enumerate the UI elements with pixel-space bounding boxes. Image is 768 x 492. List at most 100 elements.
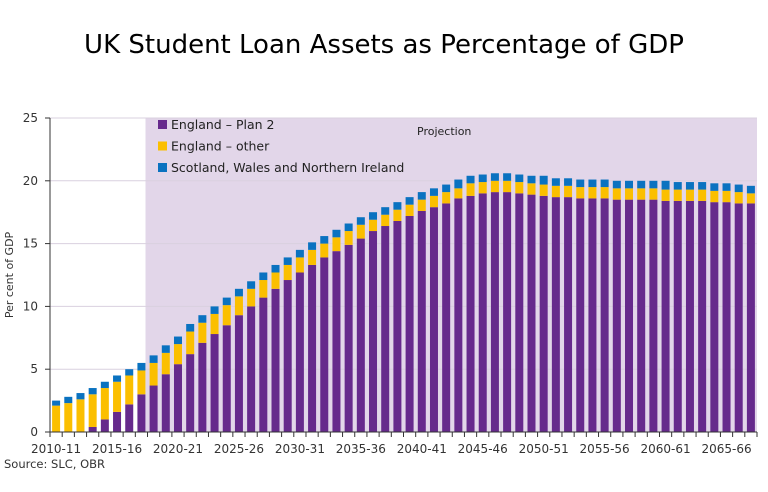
- source-note: Source: SLC, OBR: [4, 457, 105, 471]
- bar-segment-other: [222, 305, 231, 326]
- bar-segment-other: [113, 381, 122, 412]
- bar-segment-swni: [576, 179, 585, 188]
- bar-segment-swni: [405, 197, 414, 205]
- bar-segment-plan2: [637, 199, 646, 432]
- bar-segment-plan2: [746, 203, 755, 432]
- bar-segment-plan2: [234, 315, 243, 432]
- bar-segment-plan2: [673, 200, 682, 432]
- bar-segment-plan2: [137, 394, 146, 432]
- bar-segment-swni: [661, 180, 670, 190]
- y-tick-label: 10: [23, 299, 38, 313]
- bar-segment-plan2: [722, 202, 731, 432]
- bar-segment-other: [417, 199, 426, 211]
- bar-segment-swni: [100, 381, 109, 389]
- bar-segment-other: [308, 249, 317, 265]
- bar-segment-plan2: [113, 411, 122, 432]
- bar-segment-plan2: [539, 195, 548, 432]
- bar-segment-other: [247, 288, 256, 307]
- bar-segment-swni: [466, 175, 475, 184]
- legend-label: England – Plan 2: [171, 117, 274, 132]
- bar-segment-other: [271, 272, 280, 289]
- bar-segment-swni: [344, 223, 353, 232]
- bar-segment-other: [649, 188, 658, 200]
- bar-segment-swni: [295, 249, 304, 258]
- bar-segment-swni: [649, 180, 658, 189]
- bar-segment-other: [210, 313, 219, 335]
- bar-segment-other: [612, 188, 621, 200]
- bar-segment-swni: [161, 345, 170, 353]
- bar-segment-plan2: [564, 197, 573, 432]
- bar-segment-swni: [588, 179, 597, 188]
- bar-segment-swni: [259, 272, 268, 281]
- bar-segment-swni: [429, 188, 438, 196]
- bar-segment-swni: [746, 185, 755, 194]
- bar-segment-swni: [271, 264, 280, 273]
- y-tick-label: 20: [23, 174, 38, 188]
- bar-segment-other: [320, 243, 329, 258]
- bar-segment-other: [722, 190, 731, 203]
- bar-segment-other: [332, 237, 341, 252]
- bar-segment-swni: [332, 229, 341, 238]
- bar-segment-swni: [503, 173, 512, 181]
- bar-segment-other: [564, 185, 573, 198]
- bar-segment-plan2: [222, 325, 231, 432]
- bar-segment-plan2: [332, 251, 341, 432]
- bar-segment-other: [734, 192, 743, 204]
- bar-segment-other: [673, 189, 682, 201]
- bar-segment-other: [393, 209, 402, 221]
- bar-segment-other: [698, 189, 707, 201]
- bar-segment-plan2: [283, 280, 292, 432]
- x-tick-label: 2010-11: [31, 442, 81, 456]
- bar-segment-swni: [88, 388, 97, 395]
- bar-segment-swni: [198, 315, 207, 323]
- bar-segment-swni: [308, 242, 317, 250]
- y-tick-label: 15: [23, 237, 38, 251]
- bar-segment-plan2: [576, 198, 585, 432]
- bar-segment-swni: [52, 400, 61, 406]
- y-tick-label: 25: [23, 111, 38, 125]
- bar-segment-other: [625, 188, 634, 200]
- bar-segment-other: [405, 204, 414, 216]
- x-tick-label: 2020-21: [153, 442, 203, 456]
- bar-segment-swni: [454, 179, 463, 189]
- bar-segment-plan2: [466, 195, 475, 432]
- bar-segment-swni: [442, 184, 451, 193]
- bar-segment-swni: [673, 182, 682, 190]
- bar-segment-swni: [551, 178, 560, 186]
- bar-segment-plan2: [661, 200, 670, 432]
- bar-segment-plan2: [442, 203, 451, 432]
- bar-segment-plan2: [344, 244, 353, 432]
- bar-segment-swni: [234, 288, 243, 297]
- bar-segment-other: [125, 375, 134, 405]
- projection-label: Projection: [417, 125, 471, 138]
- bar-segment-plan2: [551, 197, 560, 432]
- bar-segment-plan2: [259, 297, 268, 432]
- bar-segment-swni: [685, 182, 694, 190]
- bar-segment-swni: [478, 174, 487, 183]
- bar-segment-swni: [527, 175, 536, 184]
- bar-segment-other: [576, 187, 585, 199]
- bar-segment-other: [429, 195, 438, 208]
- bar-segment-other: [295, 257, 304, 273]
- bar-segment-other: [52, 405, 61, 432]
- y-axis-label: Per cent of GDP: [3, 231, 16, 318]
- bar-segment-other: [76, 399, 85, 432]
- legend-label: England – other: [171, 139, 270, 154]
- x-tick-label: 2060-61: [641, 442, 691, 456]
- bar-segment-swni: [283, 257, 292, 265]
- bar-segment-plan2: [734, 203, 743, 432]
- bar-segment-other: [381, 214, 390, 227]
- bar-segment-other: [344, 231, 353, 245]
- bar-segment-swni: [734, 184, 743, 193]
- bar-segment-plan2: [649, 199, 658, 432]
- bar-segment-swni: [186, 323, 195, 332]
- bar-segment-other: [661, 189, 670, 201]
- bar-segment-swni: [637, 180, 646, 189]
- bar-segment-other: [356, 224, 365, 239]
- bar-segment-swni: [222, 297, 231, 306]
- y-tick-label: 0: [30, 425, 38, 439]
- bar-segment-plan2: [186, 354, 195, 432]
- bar-segment-plan2: [710, 202, 719, 432]
- bar-segment-plan2: [527, 194, 536, 432]
